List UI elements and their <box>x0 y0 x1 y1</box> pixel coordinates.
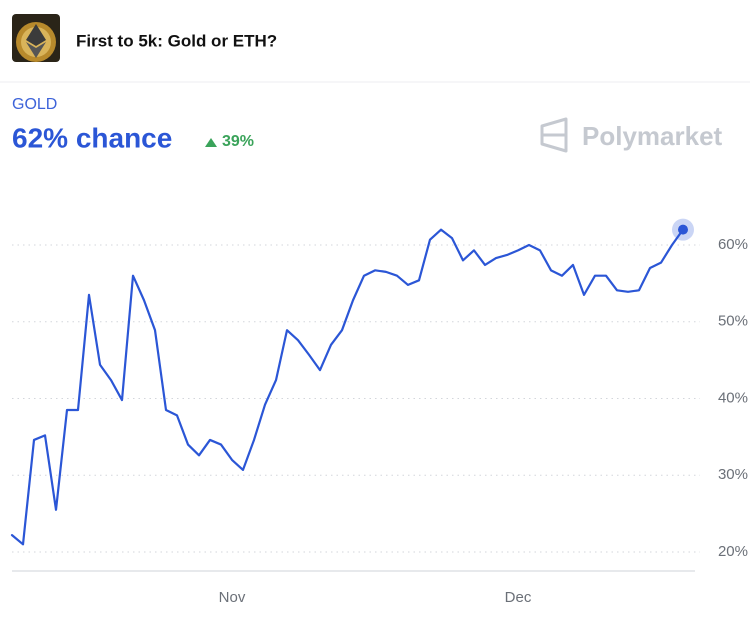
last-point <box>678 224 688 235</box>
x-tick-label: Nov <box>219 589 246 606</box>
y-tick-label: 60% <box>718 236 748 253</box>
x-tick-label: Dec <box>505 589 532 606</box>
y-tick-label: 50% <box>718 313 748 330</box>
brand-name: Polymarket <box>582 121 723 151</box>
headline: 62% chance <box>12 122 172 153</box>
up-arrow <box>205 138 217 147</box>
y-tick-label: 30% <box>718 466 748 483</box>
y-tick-label: 20% <box>718 543 748 560</box>
market-title: First to 5k: Gold or ETH? <box>76 31 277 50</box>
y-tick-label: 40% <box>718 389 748 406</box>
change-label: 39% <box>222 133 254 150</box>
market-icon <box>12 14 60 62</box>
outcome-label: GOLD <box>12 96 57 113</box>
price-line <box>10 228 685 546</box>
brand-logo <box>540 117 568 153</box>
